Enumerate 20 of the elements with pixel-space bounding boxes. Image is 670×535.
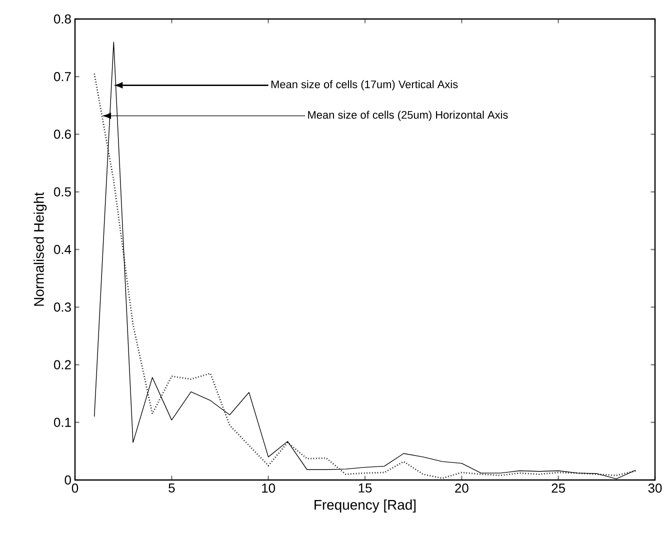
y-tick-label: 0.6 — [54, 130, 71, 139]
y-tick-label: 0.3 — [54, 302, 71, 312]
x-axis-title: Frequency [Rad] — [314, 500, 416, 513]
x-tick-label: 30 — [648, 484, 662, 493]
y-tick-label: 0.5 — [54, 187, 71, 196]
y-tick-label: 0.2 — [54, 360, 71, 370]
y-tick-label: 0.4 — [54, 244, 72, 254]
annotation: Mean size of cells (25um) Horizontal Axis — [308, 110, 508, 121]
x-tick-label: 15 — [358, 484, 372, 493]
y-axis-title: Normalised Height — [34, 192, 47, 306]
y-tick-label: 0.1 — [54, 418, 71, 427]
x-tick-label: 10 — [262, 484, 276, 493]
annotation: Mean size of cells (17um) Vertical Axis — [271, 80, 458, 90]
y-tick-label: 0.8 — [54, 14, 71, 24]
y-tick-label: 0 — [64, 475, 71, 485]
y-tick-label: 0.7 — [54, 72, 71, 82]
x-tick-label: 20 — [455, 484, 468, 493]
x-tick-label: 0 — [72, 484, 78, 493]
x-tick-label: 5 — [168, 484, 175, 493]
x-tick-label: 25 — [552, 484, 565, 493]
